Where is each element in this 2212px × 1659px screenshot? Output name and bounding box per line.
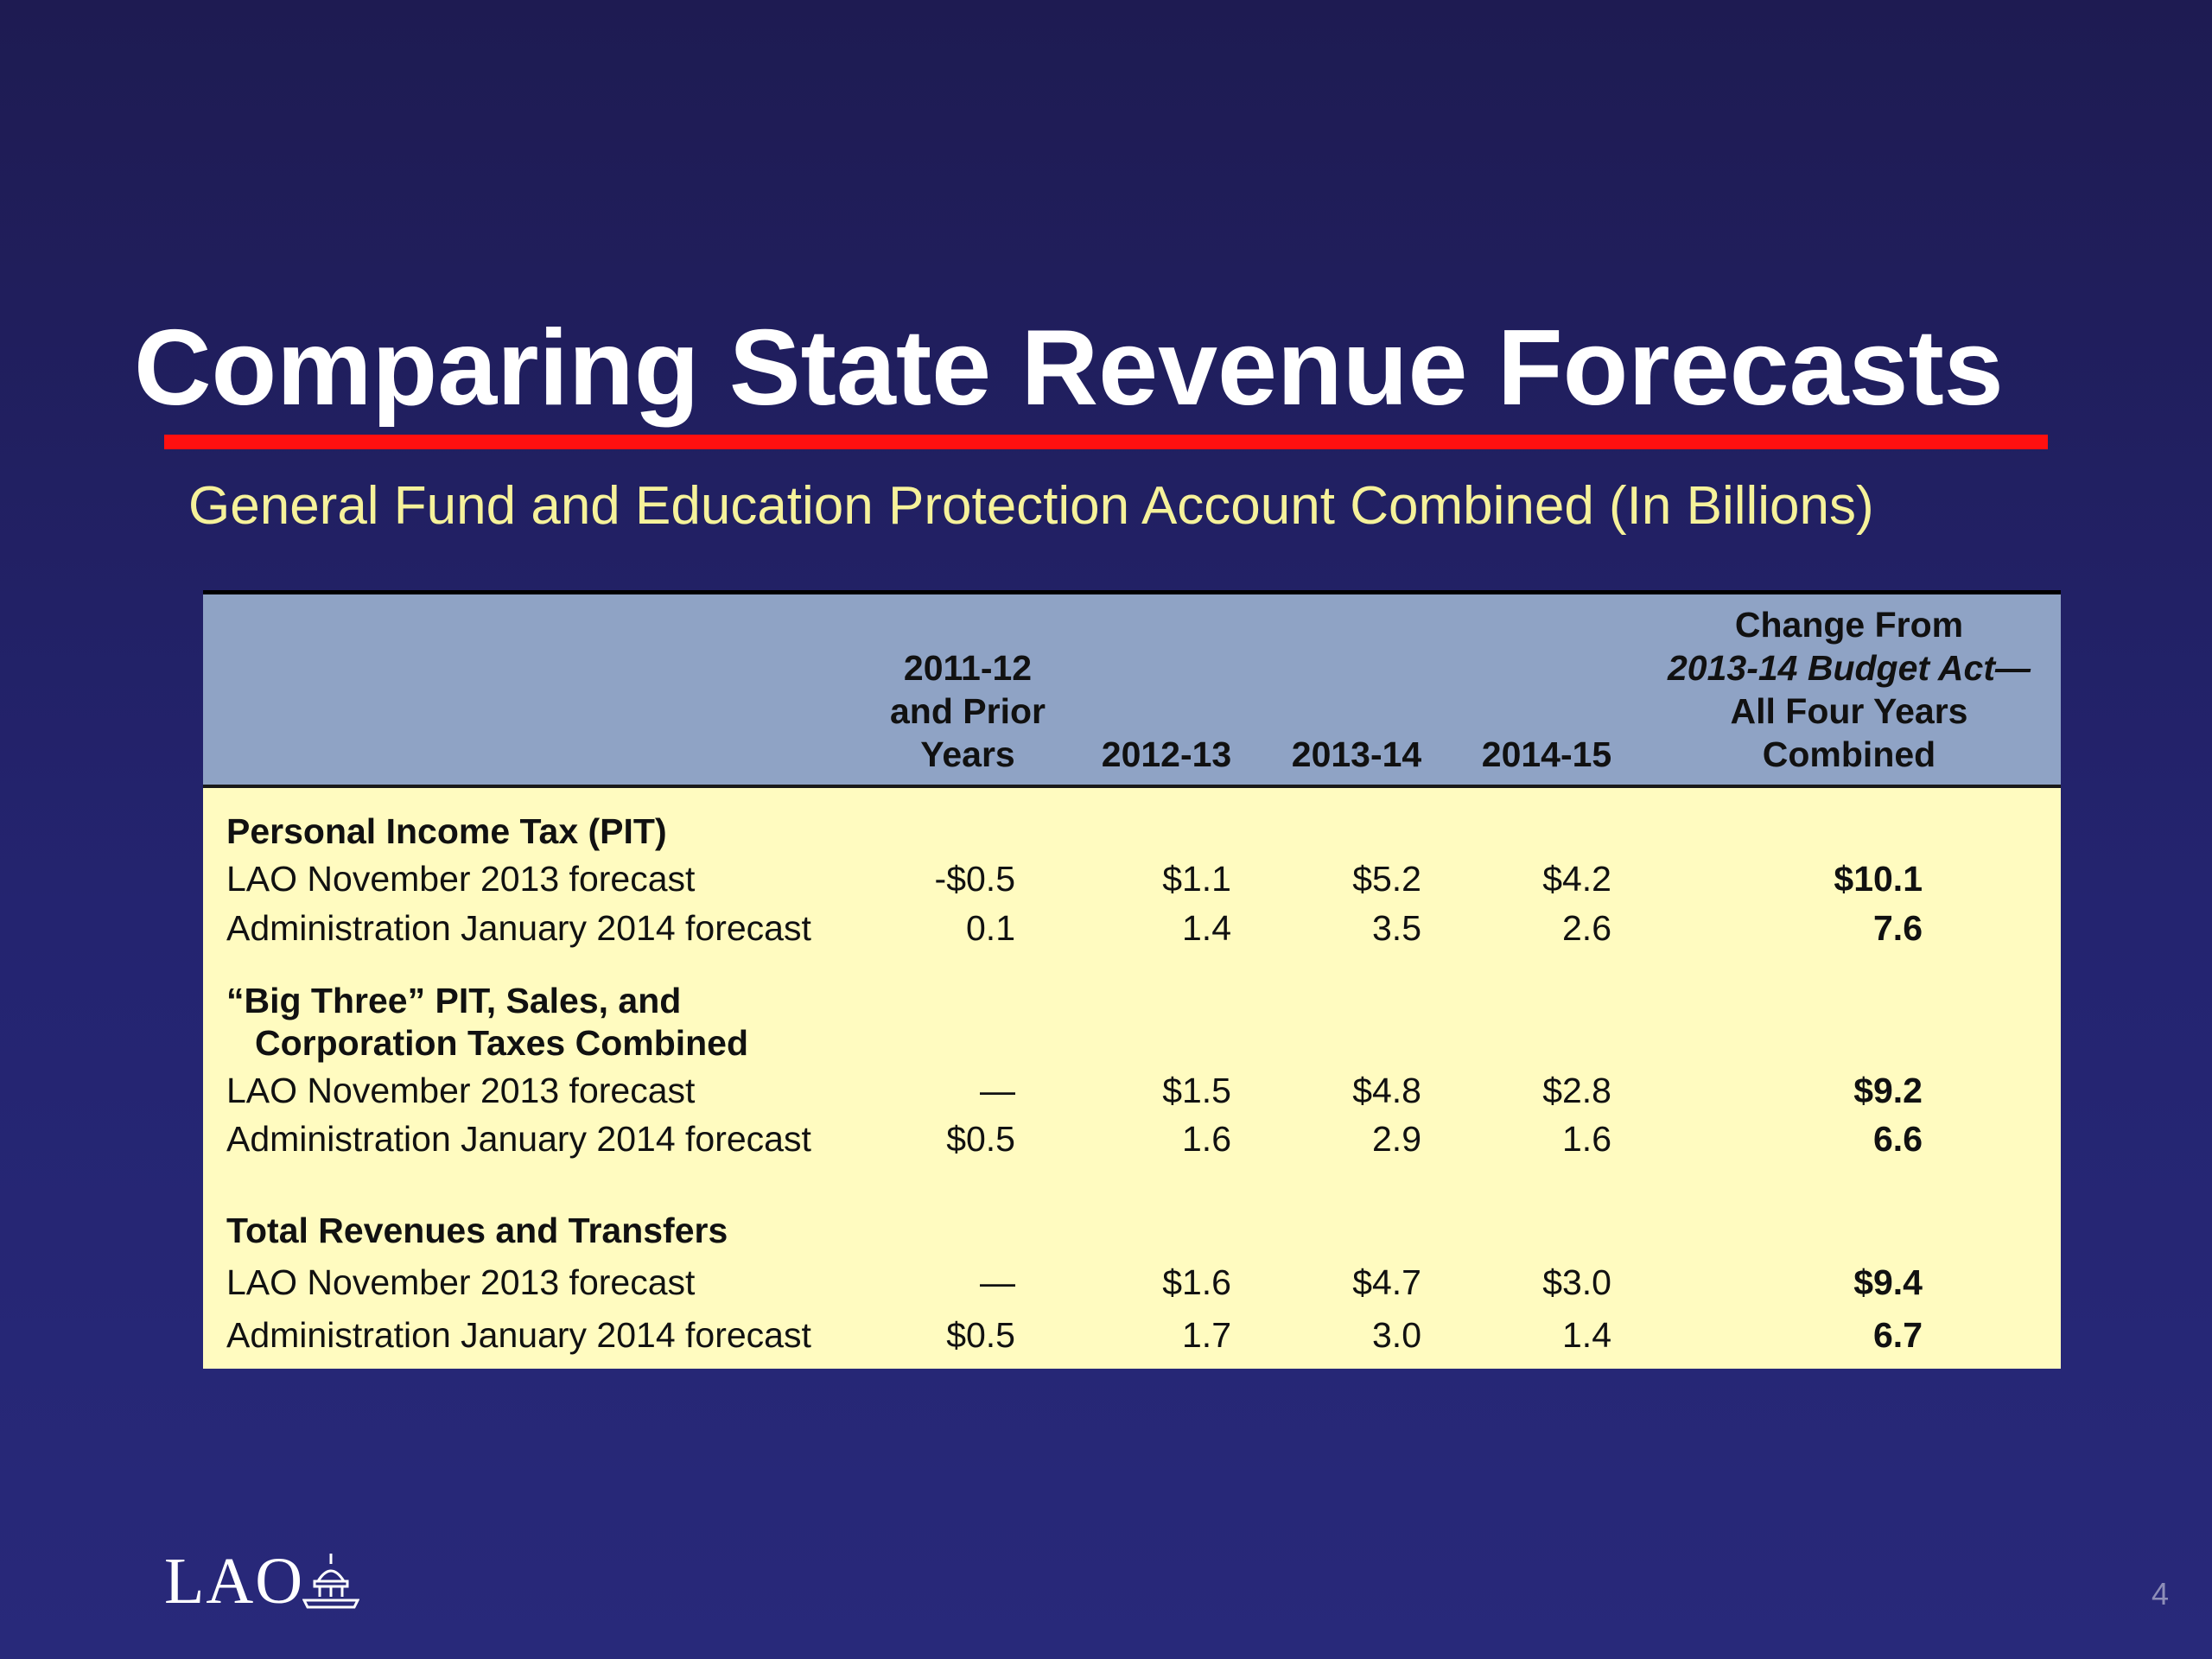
header-2011-12-and-prior: 2011-12 and Prior Years [890, 648, 1046, 774]
capitol-dome-icon [302, 1554, 359, 1609]
table-cell: 1.4 [1182, 908, 1231, 948]
section-title-pit: Personal Income Tax (PIT) [226, 811, 667, 851]
table-cell: $1.6 [1162, 1262, 1231, 1302]
table-cell: 1.7 [1182, 1315, 1231, 1355]
table-cell: 3.5 [1372, 908, 1421, 948]
table-cell: 1.6 [1562, 1119, 1611, 1159]
row-label: Administration January 2014 forecast [226, 1119, 811, 1159]
table-header: 2011-12 and Prior Years 2012-13 2013-14 … [203, 594, 2061, 788]
row-label: LAO November 2013 forecast [226, 859, 696, 899]
table-cell: -$0.5 [934, 859, 1015, 899]
table-cell: — [980, 1071, 1015, 1110]
table-cell: 3.0 [1372, 1315, 1421, 1355]
row-label: Administration January 2014 forecast [226, 1315, 811, 1355]
table-cell-total: 7.6 [1873, 908, 1923, 948]
table-cell: $3.0 [1542, 1262, 1611, 1302]
section-title-big-three: “Big Three” PIT, Sales, and [226, 981, 682, 1020]
table-cell-total: 6.7 [1873, 1315, 1923, 1355]
table-cell: $1.1 [1162, 859, 1231, 899]
section-title-big-three-line2: Corporation Taxes Combined [255, 1023, 749, 1063]
table-cell-total: $10.1 [1834, 859, 1923, 899]
slide-subtitle: General Fund and Education Protection Ac… [188, 476, 1874, 536]
header-change-from-budget-act: Change From 2013-14 Budget Act— All Four… [1668, 605, 2031, 774]
table-cell: 1.6 [1182, 1119, 1231, 1159]
table-cell: 1.4 [1562, 1315, 1611, 1355]
table-cell: $1.5 [1162, 1071, 1231, 1110]
table-cell: — [980, 1262, 1015, 1302]
table-cell: $4.2 [1542, 859, 1611, 899]
table-cell-total: $9.2 [1853, 1071, 1923, 1110]
revenue-forecast-table: 2011-12 and Prior Years 2012-13 2013-14 … [203, 590, 2061, 1369]
table-cell: $4.7 [1352, 1262, 1421, 1302]
page-number: 4 [2151, 1576, 2169, 1611]
table-cell-total: 6.6 [1873, 1119, 1923, 1159]
table-cell: 0.1 [966, 908, 1015, 948]
header-2014-15: 2014-15 [1481, 734, 1612, 774]
title-underline [164, 435, 2048, 449]
table-cell-total: $9.4 [1853, 1262, 1923, 1302]
section-title-total-revenues: Total Revenues and Transfers [226, 1211, 728, 1250]
row-label: LAO November 2013 forecast [226, 1071, 696, 1110]
table-cell: $0.5 [946, 1315, 1015, 1355]
table-cell: 2.9 [1372, 1119, 1421, 1159]
header-2012-13: 2012-13 [1101, 734, 1232, 774]
row-label: LAO November 2013 forecast [226, 1262, 696, 1302]
header-2013-14: 2013-14 [1291, 734, 1422, 774]
slide-title: Comparing State Revenue Forecasts [134, 308, 2004, 428]
lao-logo-text: LAO [164, 1545, 305, 1618]
row-label: Administration January 2014 forecast [226, 908, 811, 948]
table-cell: $0.5 [946, 1119, 1015, 1159]
table-cell: $4.8 [1352, 1071, 1421, 1110]
lao-logo: LAO [164, 1547, 372, 1616]
table-cell: $2.8 [1542, 1071, 1611, 1110]
table-cell: $5.2 [1352, 859, 1421, 899]
table-cell: 2.6 [1562, 908, 1611, 948]
